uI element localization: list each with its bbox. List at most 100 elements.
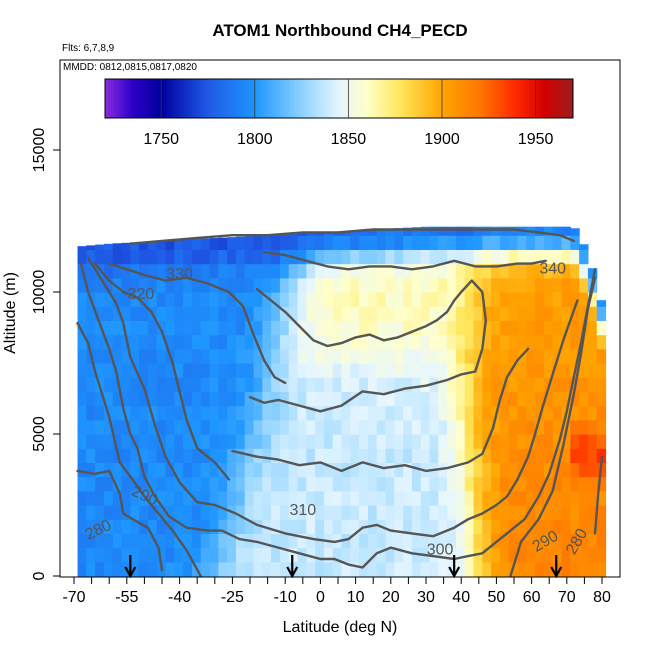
- heatmap-cell: [535, 263, 545, 279]
- heatmap-cell: [491, 434, 501, 449]
- heatmap-cell: [552, 476, 563, 492]
- heatmap-cell: [499, 547, 510, 563]
- contour-label: 300: [427, 542, 454, 559]
- heatmap-cell: [235, 292, 246, 307]
- heatmap-cell: [130, 292, 140, 307]
- heatmap-cell: [183, 249, 193, 265]
- heatmap-cell: [271, 334, 281, 350]
- heatmap-cell: [95, 434, 105, 449]
- colorbar-segment: [154, 79, 159, 118]
- heatmap-cell: [130, 249, 140, 265]
- heatmap-cell: [394, 434, 404, 449]
- heatmap-cell: [156, 391, 167, 407]
- heatmap-cell: [447, 235, 457, 250]
- contour-line-320: [248, 279, 487, 413]
- heatmap-cell: [156, 348, 167, 364]
- heatmap-cell: [253, 277, 263, 293]
- heatmap-cell: [570, 505, 580, 520]
- heatmap-cell: [147, 334, 158, 350]
- heatmap-cell: [227, 263, 237, 279]
- heatmap-cell: [323, 263, 334, 279]
- heatmap-cell: [323, 505, 334, 520]
- heatmap-cell: [517, 519, 527, 534]
- heatmap-cell: [262, 348, 272, 364]
- heatmap-cell: [526, 263, 536, 279]
- heatmap-cell: [297, 505, 307, 520]
- colorbar-segment: [110, 79, 115, 118]
- heatmap-cell: [121, 277, 131, 293]
- colorbar-segment: [303, 79, 308, 118]
- heatmap-cell: [112, 505, 123, 520]
- heatmap-cell: [394, 320, 404, 336]
- heatmap-cell: [262, 448, 272, 463]
- heatmap-cell: [183, 363, 193, 378]
- heatmap-cell: [297, 405, 307, 421]
- heatmap-cell: [77, 377, 87, 392]
- heatmap-cell: [455, 505, 466, 520]
- heatmap-cell: [271, 519, 281, 534]
- heatmap-cell: [77, 448, 87, 463]
- heatmap-cell: [323, 419, 334, 435]
- heatmap-cell: [508, 277, 519, 293]
- heatmap-cell: [147, 519, 158, 534]
- heatmap-cell: [271, 505, 281, 520]
- heatmap-cells: [77, 226, 607, 577]
- heatmap-cell: [183, 263, 193, 279]
- heatmap-cell: [262, 334, 272, 350]
- heatmap-cell: [103, 561, 114, 577]
- heatmap-cell: [332, 391, 343, 407]
- colorbar-segment: [511, 79, 515, 118]
- heatmap-cell: [271, 419, 281, 435]
- heatmap-cell: [262, 462, 272, 478]
- heatmap-cell: [499, 292, 510, 307]
- heatmap-cell: [262, 391, 272, 407]
- heatmap-cell: [218, 448, 228, 463]
- heatmap-cell: [447, 363, 457, 378]
- colorbar-segment: [306, 79, 311, 118]
- heatmap-cell: [367, 533, 378, 549]
- colorbar-segment: [499, 79, 504, 118]
- heatmap-cell: [271, 490, 281, 506]
- colorbar-segment: [417, 79, 422, 118]
- colorbar-segment: [157, 79, 162, 118]
- heatmap-cell: [139, 306, 149, 321]
- heatmap-cell: [350, 434, 360, 449]
- heatmap-cell: [288, 391, 299, 407]
- heatmap-cell: [86, 334, 96, 350]
- heatmap-cell: [288, 434, 299, 449]
- heatmap-cell: [77, 363, 87, 378]
- heatmap-cell: [103, 505, 114, 520]
- heatmap-cell: [112, 377, 123, 392]
- heatmap-cell: [297, 263, 307, 279]
- heatmap-cell: [411, 391, 422, 407]
- heatmap-cell: [271, 277, 281, 293]
- colorbar-segment: [552, 79, 556, 118]
- heatmap-cell: [526, 419, 536, 435]
- colorbar-segment: [336, 79, 340, 118]
- heatmap-cell: [535, 490, 545, 506]
- heatmap-cell: [429, 505, 439, 520]
- heatmap-cell: [174, 249, 184, 265]
- heatmap-cell: [473, 292, 483, 307]
- heatmap-cell: [499, 505, 510, 520]
- heatmap-cell: [200, 391, 211, 407]
- heatmap-cell: [403, 306, 413, 321]
- colorbar-segment: [537, 79, 542, 118]
- heatmap-cell: [200, 476, 211, 492]
- heatmap-cell: [394, 363, 404, 378]
- y-tick-label: 10000: [31, 270, 48, 315]
- heatmap-cell: [561, 391, 571, 407]
- x-axis-label: Latitude (deg N): [283, 619, 398, 636]
- heatmap-cell: [103, 277, 114, 293]
- heatmap-cell: [191, 306, 202, 321]
- heatmap-cell: [77, 292, 87, 307]
- heatmap-cell: [288, 405, 299, 421]
- colorbar-segment: [298, 79, 302, 118]
- heatmap-cell: [95, 244, 105, 250]
- heatmap-cell: [218, 292, 228, 307]
- heatmap-cell: [508, 434, 519, 449]
- heatmap-cell: [403, 227, 413, 236]
- heatmap-cell: [156, 377, 167, 392]
- heatmap-cell: [271, 348, 281, 364]
- heatmap-cell: [570, 292, 580, 307]
